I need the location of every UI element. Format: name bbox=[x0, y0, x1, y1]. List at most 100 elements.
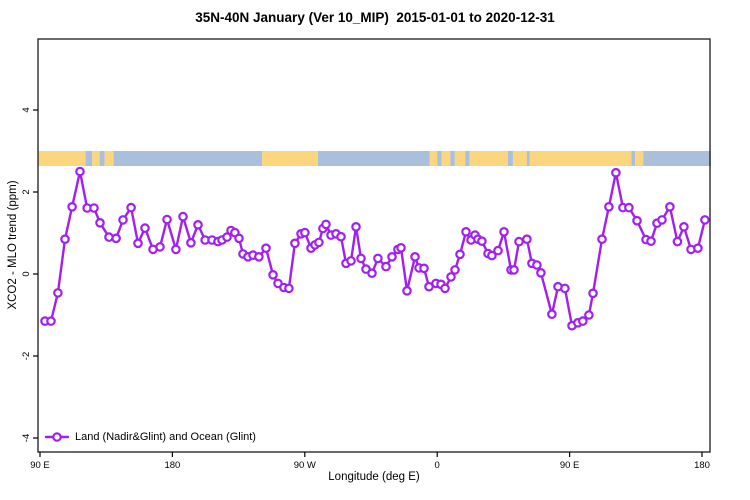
data-point-marker bbox=[381, 261, 391, 272]
data-point-marker bbox=[419, 263, 429, 274]
data-point-marker bbox=[522, 234, 532, 245]
data-point-marker bbox=[53, 288, 63, 298]
data-point-marker bbox=[700, 215, 710, 225]
data-point-marker bbox=[118, 215, 128, 225]
land-ocean-band-segment-ocean bbox=[437, 151, 442, 166]
land-ocean-band-segment-ocean bbox=[526, 151, 530, 166]
plot-border bbox=[37, 38, 711, 453]
data-point-marker bbox=[693, 243, 703, 254]
land-ocean-band-segment-land bbox=[92, 151, 100, 166]
land-ocean-band-segment-ocean bbox=[113, 151, 263, 166]
legend-circle-icon bbox=[52, 432, 62, 442]
land-ocean-band-segment-ocean bbox=[318, 151, 430, 166]
data-point-marker bbox=[89, 203, 99, 213]
data-point-marker bbox=[440, 283, 450, 294]
land-ocean-band-segment-land bbox=[104, 151, 114, 166]
land-ocean-band-segment-ocean bbox=[450, 151, 455, 166]
land-ocean-band-segment-ocean bbox=[99, 151, 105, 166]
y-tick-label: 4 bbox=[21, 107, 32, 112]
x-tick-label: 90 W bbox=[294, 460, 316, 471]
x-tick-label: 180 bbox=[164, 460, 180, 471]
data-point-marker bbox=[284, 283, 294, 294]
data-point-marker bbox=[126, 202, 136, 213]
data-point-marker bbox=[314, 237, 324, 248]
data-point-marker bbox=[588, 288, 598, 299]
data-point-marker bbox=[234, 233, 244, 244]
data-point-marker bbox=[514, 236, 524, 247]
data-point-marker bbox=[261, 243, 271, 254]
data-point-marker bbox=[254, 251, 264, 262]
data-point-marker bbox=[446, 272, 456, 282]
data-point-marker bbox=[665, 202, 675, 212]
data-point-marker bbox=[60, 234, 70, 245]
data-point-marker bbox=[632, 215, 642, 226]
data-point-marker bbox=[577, 316, 588, 326]
data-point-marker bbox=[75, 166, 85, 177]
data-point-marker bbox=[193, 220, 203, 230]
land-ocean-band-segment-land bbox=[429, 151, 438, 166]
data-point-marker bbox=[584, 310, 594, 320]
legend-label: Land (Nadir&Glint) and Ocean (Glint) bbox=[75, 431, 256, 443]
y-tick-label: 0 bbox=[21, 271, 32, 276]
data-point-marker bbox=[67, 202, 77, 212]
data-point-marker bbox=[509, 265, 519, 275]
data-point-marker bbox=[461, 227, 471, 237]
data-point-marker bbox=[162, 214, 172, 225]
data-point-marker bbox=[346, 256, 356, 266]
land-ocean-band-segment-land bbox=[454, 151, 466, 166]
land-ocean-band-segment-land bbox=[262, 151, 318, 166]
data-point-marker bbox=[336, 231, 346, 242]
data-point-marker bbox=[155, 242, 165, 252]
land-ocean-band-segment-ocean bbox=[85, 151, 93, 166]
data-point-marker bbox=[611, 167, 621, 178]
data-point-marker bbox=[560, 283, 570, 294]
data-point-marker bbox=[532, 260, 542, 270]
data-point-marker bbox=[351, 222, 361, 232]
land-ocean-band-segment-land bbox=[529, 151, 632, 166]
land-ocean-band-segment-land bbox=[635, 151, 644, 166]
y-tick-label: -4 bbox=[21, 434, 32, 442]
data-point-marker bbox=[186, 238, 196, 248]
data-point-marker bbox=[321, 219, 331, 230]
data-point-marker bbox=[95, 218, 105, 228]
data-point-marker bbox=[111, 233, 121, 244]
data-point-marker bbox=[455, 249, 465, 260]
data-point-marker bbox=[624, 202, 634, 213]
land-ocean-band-segment-land bbox=[513, 151, 527, 166]
chart-title: 35N-40N January (Ver 10_MIP) 2015-01-01 … bbox=[195, 10, 555, 25]
data-point-marker bbox=[46, 316, 56, 326]
y-axis-title: XCO2 - MLO trend (ppm) bbox=[7, 180, 19, 310]
y-tick-label: 2 bbox=[21, 189, 32, 194]
data-point-marker bbox=[477, 236, 487, 247]
data-line bbox=[43, 170, 707, 327]
data-point-marker bbox=[499, 227, 509, 237]
x-axis-title: Longitude (deg E) bbox=[328, 471, 420, 483]
data-point-marker bbox=[597, 234, 607, 245]
data-point-marker bbox=[679, 222, 689, 232]
land-ocean-band-segment-ocean bbox=[643, 151, 711, 166]
data-point-marker bbox=[290, 238, 300, 249]
land-ocean-band-segment-ocean bbox=[465, 151, 470, 166]
data-point-marker bbox=[300, 227, 310, 238]
data-point-marker bbox=[387, 251, 397, 262]
data-point-marker bbox=[178, 211, 188, 222]
x-tick-label: 90 E bbox=[30, 460, 50, 471]
data-point-marker bbox=[373, 253, 383, 264]
data-point-marker bbox=[222, 232, 232, 242]
land-ocean-band-segment-ocean bbox=[507, 151, 513, 166]
data-point-marker bbox=[396, 243, 406, 253]
land-ocean-band-segment-land bbox=[469, 151, 508, 166]
x-tick-label: 0 bbox=[435, 460, 440, 471]
data-point-marker bbox=[268, 269, 278, 280]
data-point-marker bbox=[356, 253, 366, 264]
land-ocean-band-segment-land bbox=[441, 151, 451, 166]
data-point-marker bbox=[402, 285, 412, 296]
data-point-marker bbox=[133, 238, 143, 249]
data-point-marker bbox=[672, 236, 683, 247]
data-point-marker bbox=[410, 251, 420, 262]
x-tick-label: 90 E bbox=[560, 460, 580, 471]
land-ocean-band-segment-ocean bbox=[631, 151, 636, 166]
data-point-marker bbox=[450, 265, 460, 275]
